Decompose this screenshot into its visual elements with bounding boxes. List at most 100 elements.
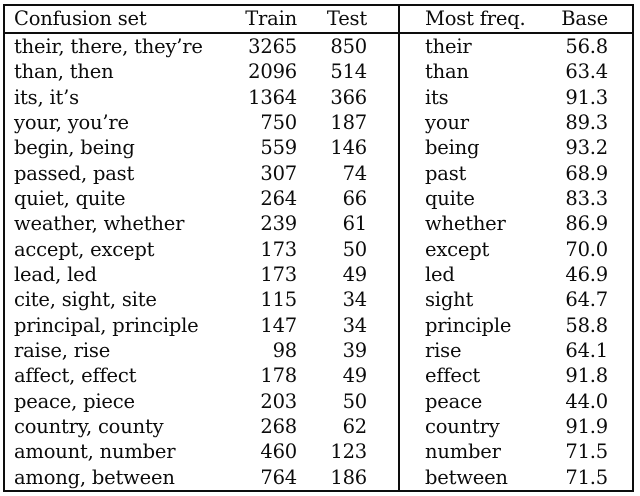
row-spacer-end — [608, 135, 632, 160]
table-row: than, then 2096 514 than 63.4 — [5, 59, 632, 84]
base-cell: 44.0 — [565, 389, 608, 413]
row-spacer-end — [608, 34, 632, 59]
most-freq-cell: principle — [425, 313, 512, 337]
train-cell: 1364 — [248, 85, 297, 109]
test-cell: 187 — [330, 110, 367, 134]
confusion-set-cell: its, it’s — [14, 85, 79, 109]
most-freq-cell: rise — [425, 338, 462, 362]
table-row: passed, past 307 74 past 68.9 — [5, 161, 632, 186]
base-cell: 64.7 — [565, 288, 608, 312]
table-row: peace, piece 203 50 peace 44.0 — [5, 389, 632, 414]
base-cell: 70.0 — [565, 237, 608, 261]
row-spacer-end — [608, 186, 632, 211]
header-spacer-end — [608, 6, 632, 32]
test-cell: 366 — [330, 85, 367, 109]
confusion-set-cell: raise, rise — [14, 338, 111, 362]
confusion-set-cell: principal, principle — [14, 313, 199, 337]
table-row: cite, sight, site 115 34 sight 64.7 — [5, 287, 632, 312]
row-spacer-end — [608, 110, 632, 135]
train-cell: 764 — [260, 465, 297, 489]
header-train: Train — [245, 7, 297, 30]
most-freq-cell: led — [425, 262, 455, 286]
row-spacer-end — [608, 338, 632, 363]
row-spacer — [367, 262, 400, 287]
confusion-set-cell: lead, led — [14, 262, 97, 286]
row-spacer — [367, 59, 400, 84]
header-confusion-set: Confusion set — [14, 7, 147, 30]
confusion-set-cell: passed, past — [14, 161, 135, 185]
confusion-set-cell: your, you’re — [14, 110, 129, 134]
train-cell: 559 — [260, 136, 297, 160]
train-cell: 239 — [260, 212, 297, 236]
test-cell: 146 — [330, 136, 367, 160]
confusion-set-cell: begin, being — [14, 136, 135, 160]
most-freq-cell: effect — [425, 364, 481, 388]
table-row: begin, being 559 146 being 93.2 — [5, 135, 632, 160]
train-cell: 307 — [260, 161, 297, 185]
most-freq-cell: past — [425, 161, 467, 185]
row-spacer-end — [608, 313, 632, 338]
confusion-set-cell: weather, whether — [14, 212, 185, 236]
row-spacer-end — [608, 465, 632, 490]
row-spacer — [367, 237, 400, 262]
row-spacer-end — [608, 237, 632, 262]
test-cell: 61 — [342, 212, 367, 236]
table-row: country, county 268 62 country 91.9 — [5, 414, 632, 439]
table-row: accept, except 173 50 except 70.0 — [5, 237, 632, 262]
test-cell: 62 — [342, 414, 367, 438]
train-cell: 178 — [260, 364, 297, 388]
table-row: quiet, quite 264 66 quite 83.3 — [5, 186, 632, 211]
confusion-set-cell: accept, except — [14, 237, 155, 261]
train-cell: 147 — [260, 313, 297, 337]
base-cell: 89.3 — [565, 110, 608, 134]
row-spacer-end — [608, 211, 632, 236]
base-cell: 68.9 — [565, 161, 608, 185]
most-freq-cell: their — [425, 35, 472, 58]
row-spacer — [367, 338, 400, 363]
test-cell: 850 — [330, 35, 367, 58]
row-spacer-end — [608, 287, 632, 312]
confusion-set-cell: among, between — [14, 465, 175, 489]
most-freq-cell: peace — [425, 389, 483, 413]
test-cell: 50 — [342, 389, 367, 413]
test-cell: 66 — [342, 186, 367, 210]
confusion-set-cell: peace, piece — [14, 389, 135, 413]
train-cell: 268 — [260, 414, 297, 438]
row-spacer — [367, 313, 400, 338]
row-spacer — [367, 414, 400, 439]
base-cell: 91.9 — [565, 414, 608, 438]
base-cell: 71.5 — [565, 440, 608, 464]
most-freq-cell: its — [425, 85, 449, 109]
most-freq-cell: country — [425, 414, 500, 438]
table-row: among, between 764 186 between 71.5 — [5, 465, 632, 490]
row-spacer — [367, 211, 400, 236]
confusion-set-cell: amount, number — [14, 440, 176, 464]
row-spacer — [367, 389, 400, 414]
test-cell: 514 — [330, 60, 367, 84]
base-cell: 58.8 — [565, 313, 608, 337]
most-freq-cell: quite — [425, 186, 475, 210]
train-cell: 173 — [260, 262, 297, 286]
test-cell: 123 — [330, 440, 367, 464]
table-row: its, it’s 1364 366 its 91.3 — [5, 85, 632, 110]
base-cell: 91.3 — [565, 85, 608, 109]
row-spacer-end — [608, 59, 632, 84]
row-spacer — [367, 186, 400, 211]
table-row: their, there, they’re 3265 850 their 56.8 — [5, 34, 632, 59]
test-cell: 49 — [342, 262, 367, 286]
row-spacer — [367, 161, 400, 186]
train-cell: 750 — [260, 110, 297, 134]
base-cell: 46.9 — [565, 262, 608, 286]
most-freq-cell: except — [425, 237, 490, 261]
train-cell: 98 — [272, 338, 297, 362]
confusion-set-table: Confusion set Train Test Most freq. Base… — [3, 4, 634, 492]
row-spacer — [367, 287, 400, 312]
row-spacer — [367, 439, 400, 464]
confusion-set-cell: than, then — [14, 60, 114, 84]
column-divider — [398, 6, 400, 490]
row-spacer — [367, 34, 400, 59]
row-spacer-end — [608, 439, 632, 464]
table-body: their, there, they’re 3265 850 their 56.8 tha… — [5, 34, 632, 490]
train-cell: 264 — [260, 186, 297, 210]
